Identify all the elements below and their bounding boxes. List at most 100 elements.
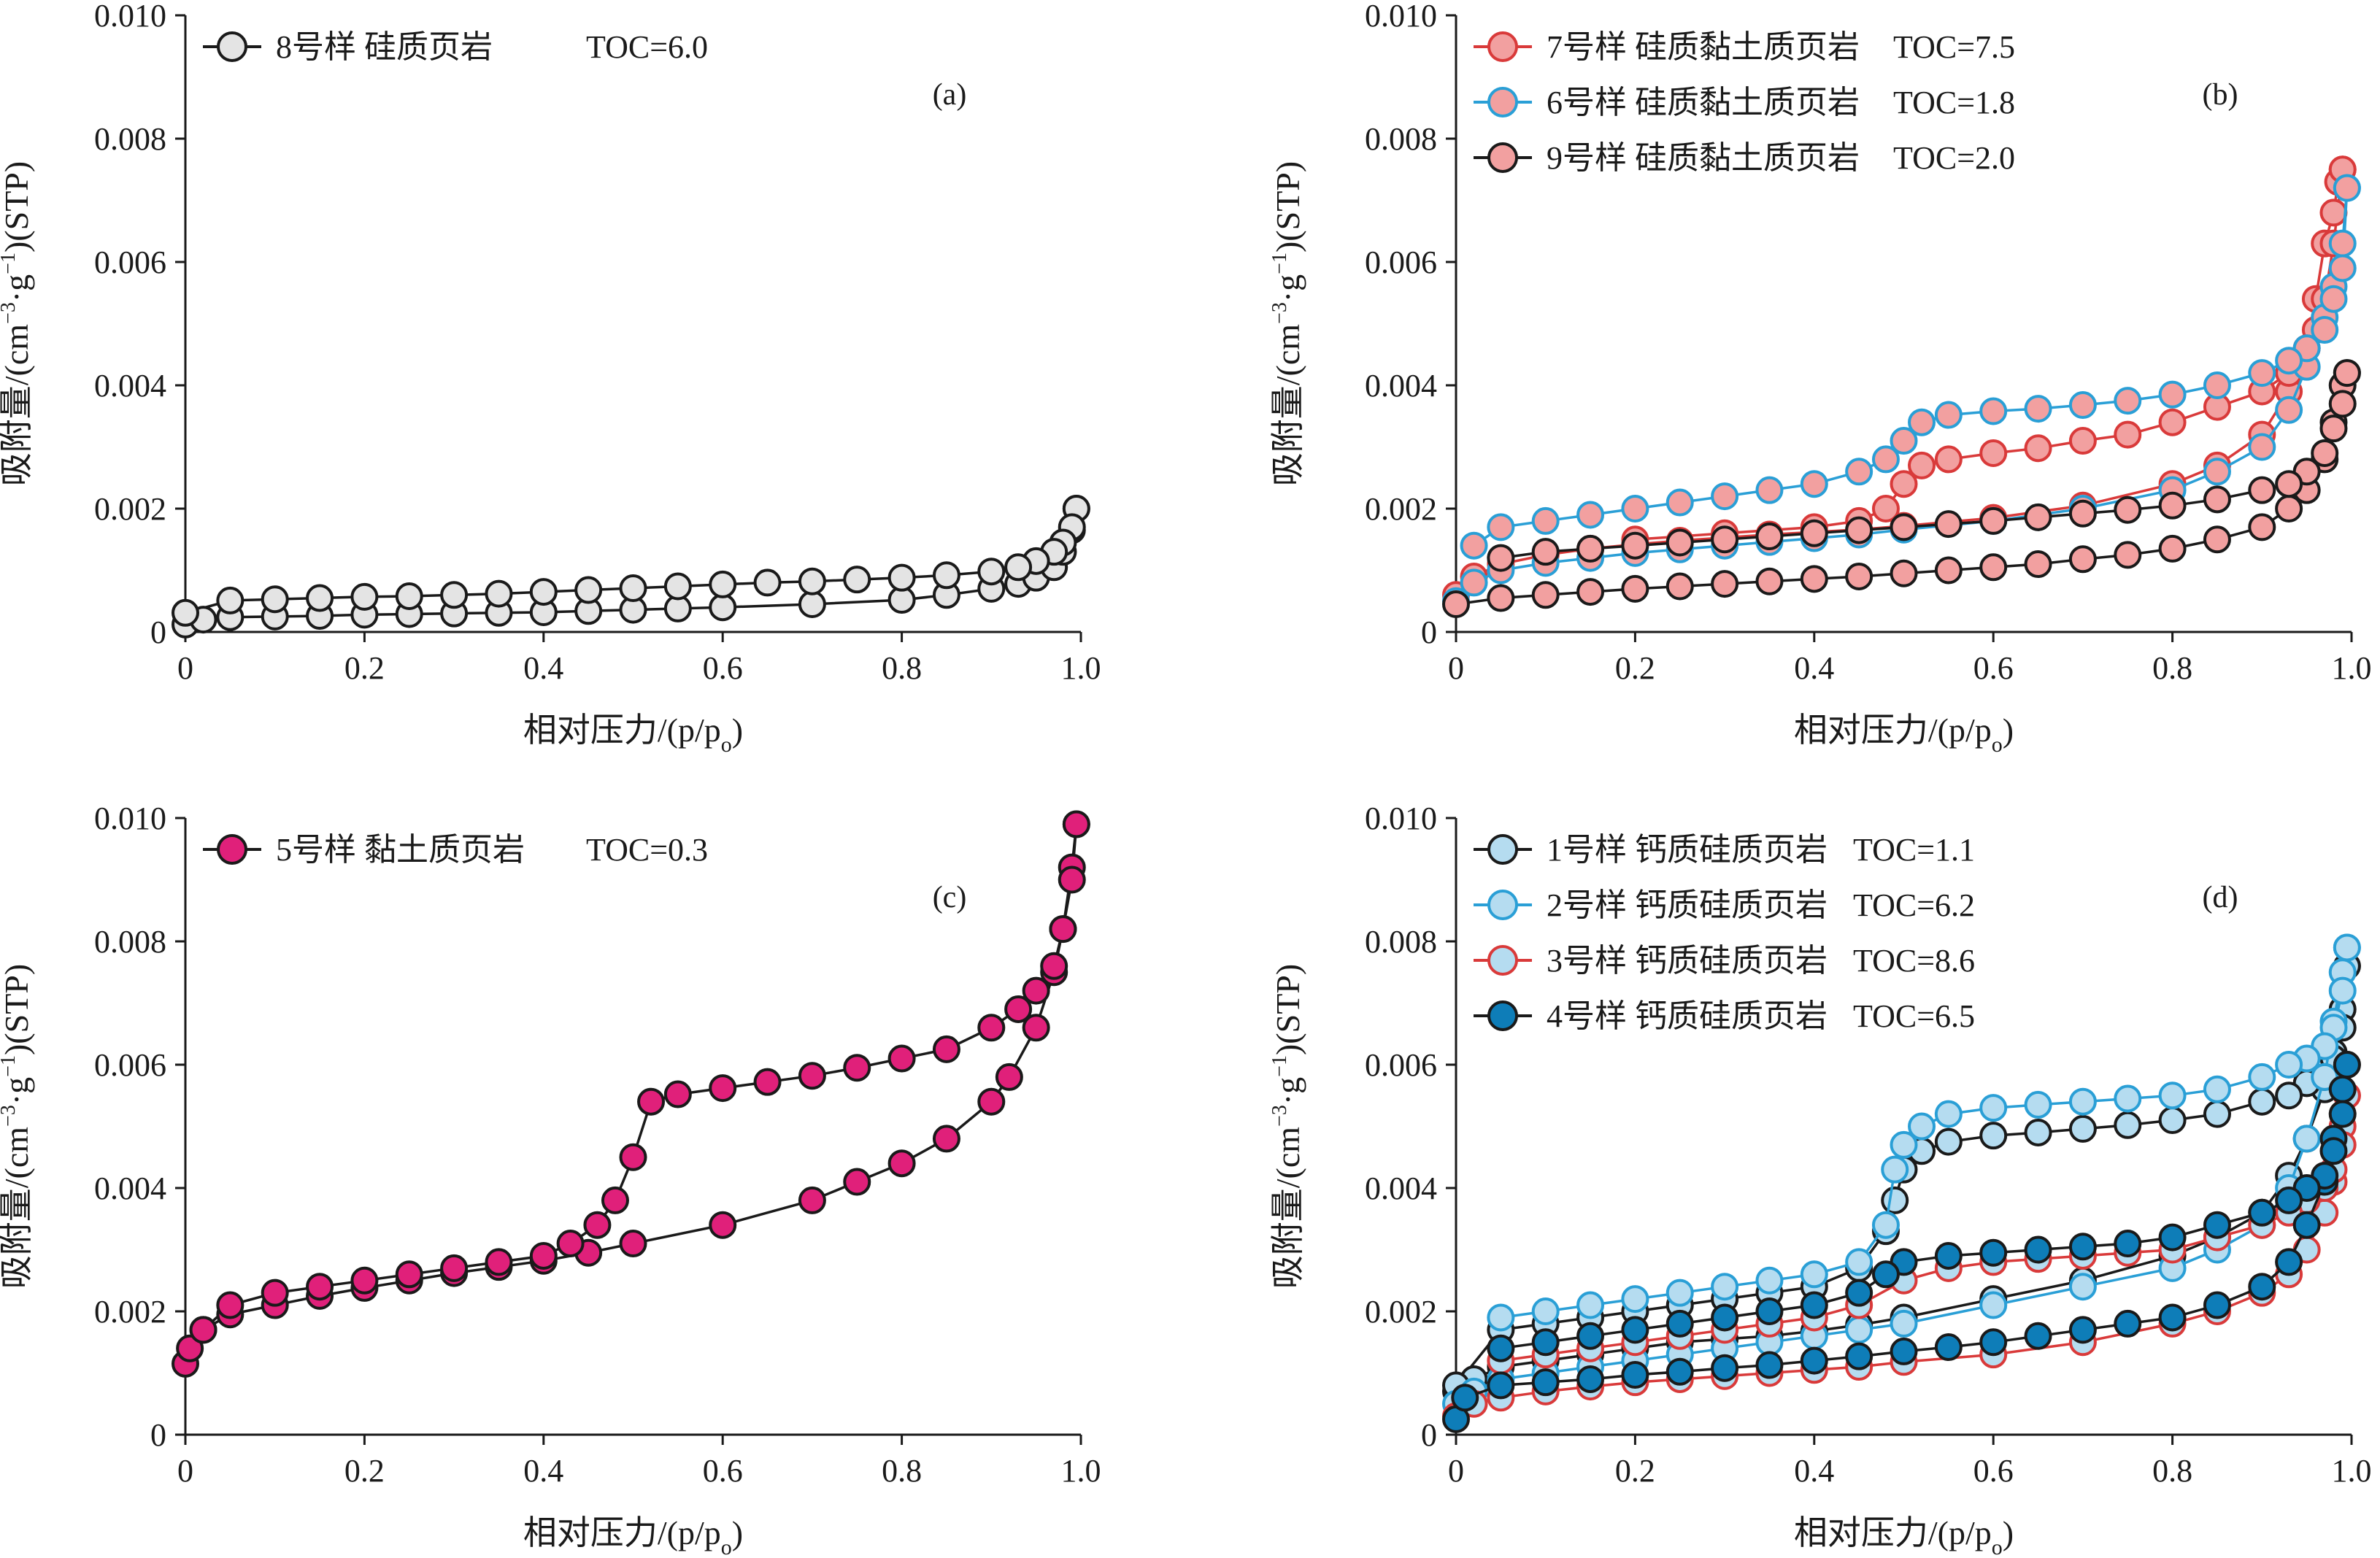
data-point [2158,1303,2187,1332]
data-point [1800,565,1828,593]
series-3: 9号样 硅质黏土质页岩 TOC=2.0 [1442,140,2361,618]
data-point [1531,1368,1560,1397]
data-point [176,1334,204,1362]
data-point [261,585,289,614]
data-point [1062,810,1090,838]
y-tick-label: 0.006 [1365,244,1437,280]
data-point [1621,1361,1649,1389]
data-point [843,1054,871,1082]
data-point [1665,1357,1694,1386]
data-point [485,579,513,608]
x-tick-label: 0.2 [344,1453,385,1489]
x-tick-label: 1.0 [1061,1453,1101,1489]
legend-marker [1487,87,1518,117]
legend-toc: TOC=0.3 [586,832,708,868]
data-point [2068,391,2097,420]
data-point [2203,1291,2231,1319]
data-point [189,1316,217,1344]
legend-marker [1487,1000,1518,1031]
data-point [2114,420,2142,449]
legend-marker [1487,31,1518,62]
data-point [1755,1351,1784,1379]
data-point [1934,510,1963,539]
x-axis-label: 相对压力/(p/po) [523,711,743,757]
data-point [2114,541,2142,569]
data-point [1004,553,1033,582]
data-point [2114,495,2142,524]
data-point [2311,439,2339,467]
data-point [2068,427,2097,455]
data-point [1487,1334,1515,1362]
data-point [583,1211,612,1239]
data-point [2311,315,2339,344]
y-tick-label: 0.004 [94,1171,166,1206]
legend-toc: TOC=1.8 [1893,85,2015,120]
data-point [619,1230,647,1258]
data-point [709,593,737,622]
data-point [1665,1279,1694,1307]
chart-panel-d: 0 0.2 0.4 0.6 0.8 1.0 0 0.002 0.004 0.006 0.008 0.0… [1268,801,2372,1558]
data-point [2203,525,2231,554]
data-point [2248,1198,2276,1227]
data-point [1871,445,1900,474]
data-point [1531,1328,1560,1357]
y-tick-label: 0.008 [1365,924,1437,960]
data-point [1576,534,1605,563]
y-tick-label: 0.004 [1365,368,1437,404]
x-tick-label: 1.0 [1061,650,1101,686]
series-1: 8号样 硅质页岩 TOC=6.0 [172,29,1090,639]
y-axis-label: 吸附量/(cm−3·g−1)(STP) [0,964,35,1289]
data-point [2158,1106,2187,1135]
data-point [995,1063,1023,1091]
data-point [1890,559,1918,587]
data-point [2292,1211,2321,1239]
data-point [574,576,603,604]
data-point [2292,1125,2321,1153]
x-tick-label: 0.8 [882,1453,922,1489]
data-point [1621,531,1649,560]
data-point [2024,550,2052,579]
data-point [306,584,334,612]
x-tick-label: 0 [1448,1453,1464,1489]
data-point [1711,1273,1739,1301]
data-point [2114,1084,2142,1113]
data-point [637,1087,666,1116]
data-point [1890,1130,1918,1159]
data-point [1460,568,1488,597]
data-point [1022,1014,1050,1042]
data-point [709,570,737,598]
data-point [2158,408,2187,436]
data-point [709,1211,737,1239]
legend-toc: TOC=8.6 [1853,943,1975,979]
x-tick-label: 1.0 [2332,1453,2372,1489]
data-point [172,598,199,627]
y-tick-label: 0.004 [94,368,166,404]
data-point [1576,1365,1605,1393]
data-point [485,1248,513,1276]
y-tick-label: 0 [1421,614,1437,650]
data-point [1979,506,2008,535]
data-point [2333,359,2361,387]
data-point [1881,1155,1909,1184]
x-axis-label: 相对压力/(p/po) [1794,711,2014,757]
y-tick-label: 0.008 [1365,121,1437,157]
legend-marker [217,31,247,62]
y-tick-label: 0.010 [94,801,166,836]
x-tick-label: 0.2 [344,650,385,686]
data-point [1908,408,1936,436]
data-point [1755,1266,1784,1295]
panel-tag: (a) [933,78,967,112]
data-point [1665,488,1694,517]
x-tick-label: 0.4 [523,650,563,686]
data-point [1040,952,1068,980]
legend-label: 2号样 钙质硅质页岩 [1547,887,1828,923]
data-point [977,558,1006,586]
data-point [1487,513,1515,541]
data-point [1049,915,1077,944]
data-point [663,572,692,601]
data-point [2068,1233,2097,1261]
y-tick-label: 0.002 [94,491,166,527]
data-point [1755,567,1784,595]
data-point [1890,1309,1918,1338]
